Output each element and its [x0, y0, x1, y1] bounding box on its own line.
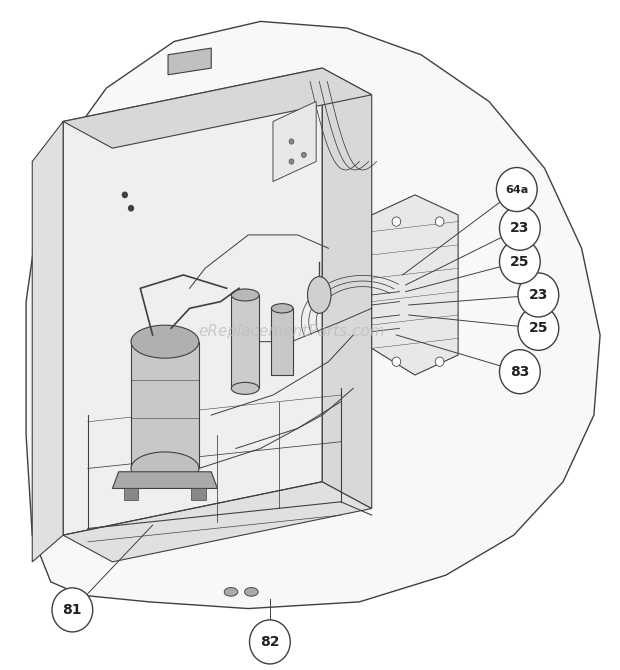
Text: 23: 23	[510, 221, 529, 235]
Text: eReplacementParts.com: eReplacementParts.com	[198, 324, 385, 339]
Circle shape	[500, 206, 540, 251]
Polygon shape	[123, 488, 138, 500]
Circle shape	[497, 168, 537, 212]
Polygon shape	[63, 68, 372, 148]
Circle shape	[435, 217, 444, 226]
Polygon shape	[131, 342, 199, 468]
Ellipse shape	[231, 289, 259, 301]
Circle shape	[52, 588, 93, 632]
Circle shape	[301, 152, 306, 157]
Text: 64a: 64a	[505, 184, 528, 194]
Ellipse shape	[131, 325, 199, 358]
Text: 81: 81	[63, 603, 82, 617]
Polygon shape	[231, 295, 259, 389]
Polygon shape	[168, 48, 211, 75]
Text: 82: 82	[260, 635, 280, 649]
Circle shape	[500, 240, 540, 283]
Text: 25: 25	[529, 322, 548, 335]
Polygon shape	[273, 101, 316, 182]
Circle shape	[289, 139, 294, 144]
Ellipse shape	[231, 383, 259, 395]
Circle shape	[289, 159, 294, 164]
Circle shape	[122, 192, 127, 198]
Text: 23: 23	[529, 288, 548, 302]
Polygon shape	[322, 68, 372, 509]
Polygon shape	[32, 121, 63, 562]
Polygon shape	[26, 21, 600, 608]
Polygon shape	[112, 472, 218, 488]
Polygon shape	[63, 482, 372, 562]
Ellipse shape	[308, 277, 331, 314]
Circle shape	[392, 357, 401, 366]
Ellipse shape	[131, 452, 199, 485]
Polygon shape	[272, 308, 293, 375]
Ellipse shape	[244, 588, 258, 596]
Text: 83: 83	[510, 364, 529, 379]
Text: 25: 25	[510, 255, 529, 269]
Circle shape	[249, 620, 290, 664]
Circle shape	[392, 217, 401, 226]
Ellipse shape	[224, 588, 238, 596]
Polygon shape	[192, 488, 206, 500]
Circle shape	[500, 350, 540, 394]
Circle shape	[435, 357, 444, 366]
Circle shape	[518, 306, 559, 350]
Circle shape	[128, 206, 133, 211]
Polygon shape	[372, 195, 458, 375]
Ellipse shape	[272, 304, 293, 313]
Polygon shape	[63, 68, 322, 535]
Circle shape	[518, 273, 559, 317]
